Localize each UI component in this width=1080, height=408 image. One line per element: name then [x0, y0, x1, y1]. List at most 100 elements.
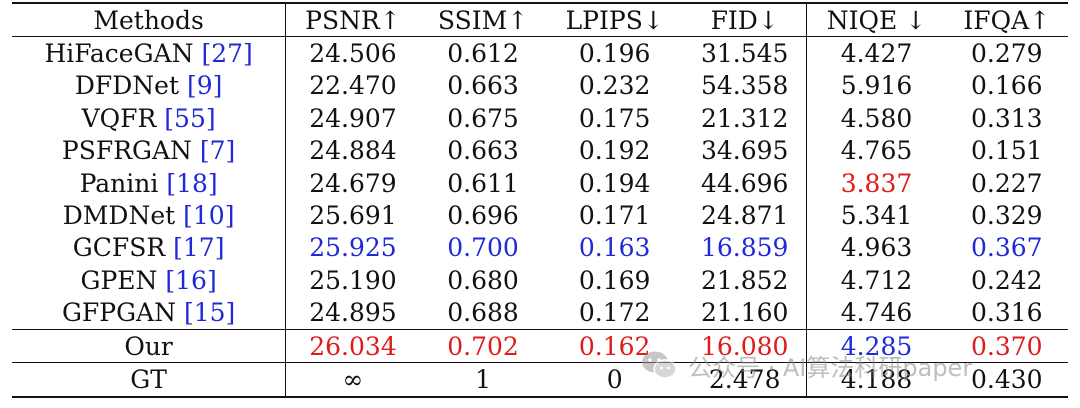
citation-link[interactable]: [18] [166, 168, 218, 198]
header-lpips: LPIPS↓ [546, 2, 683, 38]
niqe-cell: 5.341 [840, 201, 913, 231]
lpips-cell: 0.171 [578, 201, 651, 231]
method-name: Panini [79, 168, 159, 198]
fid-cell: 54.358 [682, 69, 808, 103]
psnr-cell: 24.907 [309, 103, 397, 133]
lpips-cell-best: 0.162 [546, 328, 683, 363]
ifqa-cell: 0.316 [971, 298, 1043, 328]
method-cell: DMDNet [10] [12, 199, 287, 232]
header-methods: Methods [12, 2, 287, 38]
lpips-cell: 0.172 [578, 298, 651, 328]
ssim-cell: 1 [419, 362, 547, 398]
table-row: PSFRGAN [7] 24.884 0.663 0.192 34.695 4.… [12, 134, 1068, 167]
table-row: GPEN [16] 25.190 0.680 0.169 21.852 4.71… [12, 264, 1068, 297]
header-ifqa: IFQA↑ [945, 2, 1068, 38]
niqe-cell-second: 4.285 [806, 328, 946, 363]
ssim-cell-second: 0.700 [447, 233, 519, 263]
fid-cell: 21.312 [682, 102, 808, 135]
header-psnr: PSNR↑ [285, 2, 420, 38]
ifqa-cell-second: 0.367 [971, 233, 1043, 263]
fid-cell: 2.478 [682, 362, 808, 398]
method-cell: GFPGAN [15] [12, 296, 287, 330]
ifqa-cell: 0.329 [971, 201, 1043, 231]
fid-cell: 44.696 [682, 166, 808, 200]
gt-row: GT ∞ 1 0 2.478 4.188 0.430 [12, 362, 1068, 398]
header-row: Methods PSNR↑ SSIM↑ LPIPS↓ FID↓ NIQE ↓ I… [12, 2, 1068, 38]
citation-link[interactable]: [9] [186, 71, 223, 101]
table-row: HiFaceGAN [27] 24.506 0.612 0.196 31.545… [12, 36, 1068, 70]
method-cell: HiFaceGAN [27] [12, 36, 287, 70]
fid-cell-second: 16.859 [682, 231, 808, 265]
ifqa-cell: 0.242 [971, 265, 1043, 295]
niqe-cell: 4.712 [840, 265, 913, 295]
lpips-cell: 0.232 [578, 71, 651, 101]
ssim-cell-best: 0.702 [419, 328, 547, 363]
ifqa-cell: 0.313 [971, 103, 1043, 133]
lpips-cell: 0.192 [578, 136, 651, 166]
ssim-cell: 0.663 [447, 136, 519, 166]
lpips-cell: 0.169 [578, 265, 651, 295]
lpips-cell: 0.196 [578, 39, 651, 69]
method-name: GPEN [80, 265, 158, 295]
method-name: DMDNet [62, 201, 176, 231]
method-cell: GCFSR [17] [12, 231, 287, 265]
psnr-cell: 24.884 [309, 136, 397, 166]
method-name: HiFaceGAN [44, 39, 194, 69]
header-niqe: NIQE ↓ [806, 2, 946, 38]
header-ssim: SSIM↑ [419, 2, 547, 38]
ifqa-cell: 0.151 [971, 136, 1043, 166]
ssim-cell: 0.696 [447, 201, 519, 231]
citation-link[interactable]: [16] [165, 265, 217, 295]
niqe-cell: 4.963 [840, 233, 913, 263]
ifqa-cell: 0.279 [971, 39, 1043, 69]
psnr-cell: 24.679 [309, 168, 397, 198]
ssim-cell: 0.675 [447, 103, 519, 133]
table-row: GCFSR [17] 25.925 0.700 0.163 16.859 4.9… [12, 231, 1068, 265]
lpips-cell: 0 [546, 362, 683, 398]
method-name: PSFRGAN [61, 136, 192, 166]
ifqa-cell: 0.166 [971, 71, 1043, 101]
psnr-cell: 25.190 [309, 265, 397, 295]
psnr-cell: 22.470 [309, 71, 397, 101]
psnr-cell: 24.895 [309, 298, 397, 328]
fid-cell: 21.852 [682, 264, 808, 297]
ssim-cell: 0.611 [447, 168, 519, 198]
method-cell: VQFR [55] [12, 102, 287, 135]
psnr-cell-best: 26.034 [285, 328, 420, 363]
method-cell: Panini [18] [12, 166, 287, 200]
psnr-cell: 25.691 [309, 201, 397, 231]
method-name: VQFR [81, 103, 157, 133]
niqe-cell-best: 3.837 [840, 168, 913, 198]
citation-link[interactable]: [55] [164, 103, 216, 133]
fid-cell: 24.871 [682, 199, 808, 232]
psnr-cell: 24.506 [309, 39, 397, 69]
method-name: GFPGAN [61, 298, 176, 328]
ssim-cell: 0.680 [447, 265, 519, 295]
fid-cell: 34.695 [682, 134, 808, 167]
results-table: Methods PSNR↑ SSIM↑ LPIPS↓ FID↓ NIQE ↓ I… [12, 2, 1068, 398]
table-row: GFPGAN [15] 24.895 0.688 0.172 21.160 4.… [12, 296, 1068, 330]
method-cell-ours: Our [12, 328, 287, 363]
lpips-cell-second: 0.163 [578, 233, 651, 263]
niqe-cell: 4.765 [840, 136, 913, 166]
niqe-cell: 4.746 [840, 298, 913, 328]
psnr-cell-second: 25.925 [309, 233, 397, 263]
citation-link[interactable]: [10] [183, 201, 235, 231]
header-fid: FID↓ [682, 2, 808, 38]
ssim-cell: 0.663 [447, 71, 519, 101]
table-row: Panini [18] 24.679 0.611 0.194 44.696 3.… [12, 166, 1068, 200]
citation-link[interactable]: [27] [201, 39, 253, 69]
ifqa-cell-best: 0.370 [945, 328, 1068, 363]
fid-cell: 31.545 [682, 36, 808, 70]
table-row: DMDNet [10] 25.691 0.696 0.171 24.871 5.… [12, 199, 1068, 232]
ssim-cell: 0.612 [447, 39, 519, 69]
citation-link[interactable]: [7] [199, 136, 236, 166]
method-cell: PSFRGAN [7] [12, 134, 287, 167]
citation-link[interactable]: [15] [183, 298, 236, 328]
method-name: GCFSR [72, 233, 166, 263]
fid-cell: 21.160 [682, 296, 808, 330]
citation-link[interactable]: [17] [173, 233, 225, 263]
table-row: DFDNet [9] 22.470 0.663 0.232 54.358 5.9… [12, 69, 1068, 103]
ours-row: Our 26.034 0.702 0.162 16.080 4.285 0.37… [12, 328, 1068, 363]
ifqa-cell: 0.430 [945, 362, 1068, 398]
